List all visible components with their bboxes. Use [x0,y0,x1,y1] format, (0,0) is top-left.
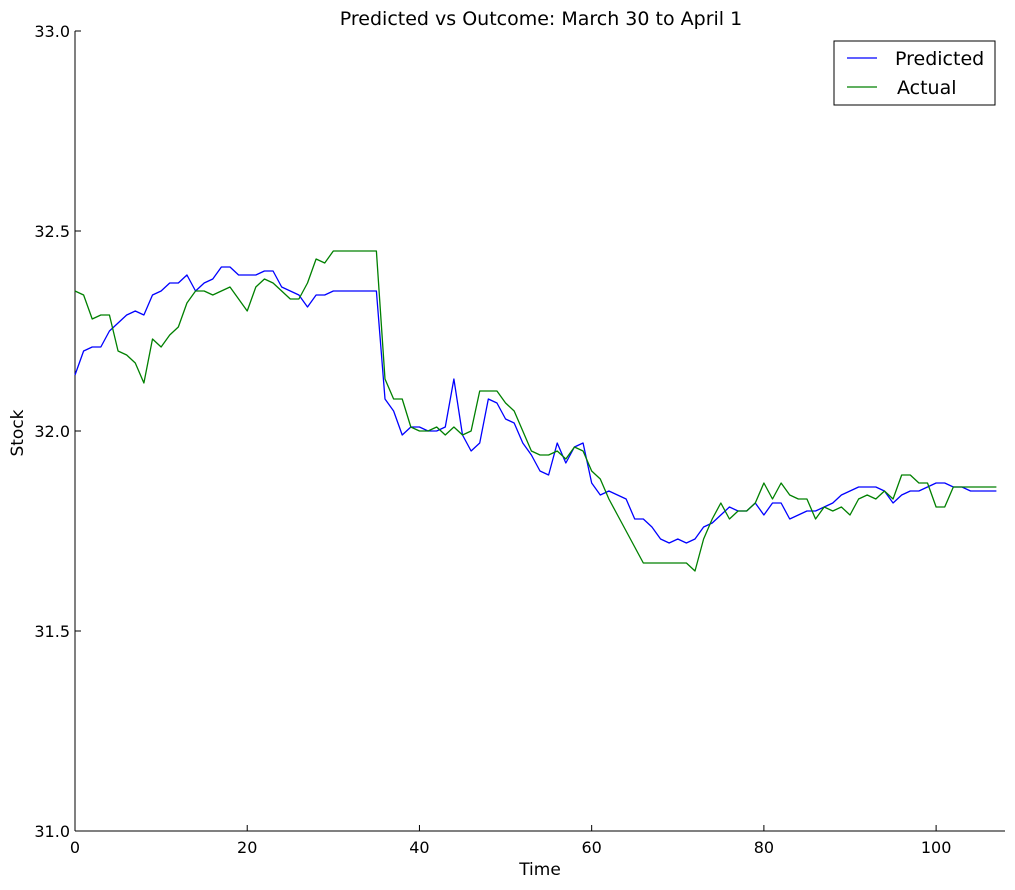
legend-box [833,40,996,106]
tick-group: 0 20 40 60 80 100 31.0 31.5 32.0 32.5 33.0 [34,22,951,857]
y-tick-label: 31.0 [34,822,70,841]
legend-label-actual: Actual [897,77,957,99]
x-tick-label: 80 [754,838,774,857]
y-tick-label: 32.0 [34,422,70,441]
x-tick-label: 60 [581,838,601,857]
series-group [74,250,997,572]
x-tick-label: 40 [409,838,429,857]
legend-label-predicted: Predicted [895,48,984,70]
x-tick-label: 20 [237,838,257,857]
series-line-predicted [74,266,997,544]
legend: Predicted Actual [833,40,996,106]
x-axis-title: Time [518,860,561,880]
y-axis-title: Stock [8,409,28,456]
y-tick-label: 31.5 [34,622,70,641]
y-tick-label: 33.0 [34,22,70,41]
axes [74,31,1005,832]
x-tick-label: 0 [70,838,80,857]
series-line-actual [74,250,997,572]
chart-title: Predicted vs Outcome: March 30 to April … [340,8,742,30]
x-tick-label: 100 [921,838,952,857]
y-tick-label: 32.5 [34,222,70,241]
